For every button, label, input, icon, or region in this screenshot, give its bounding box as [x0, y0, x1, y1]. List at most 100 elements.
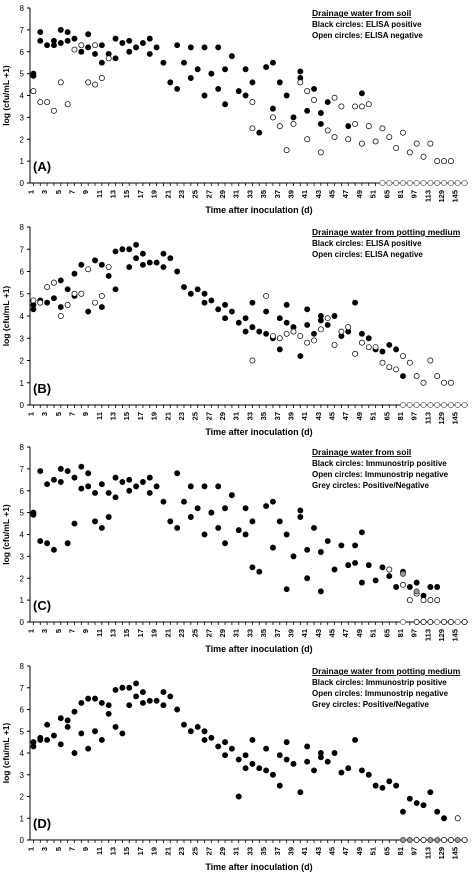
- x-tick-label: 97: [410, 412, 419, 420]
- data-point: [427, 180, 434, 186]
- x-tick-label: 145: [451, 629, 460, 642]
- data-point: [276, 346, 283, 353]
- data-point: [406, 402, 413, 408]
- panel-label: (A): [33, 159, 51, 174]
- data-point: [276, 123, 283, 130]
- data-point: [379, 359, 386, 366]
- legend-entry-negative: Open circles: Immunostrip negative: [312, 689, 449, 698]
- data-point: [338, 542, 345, 549]
- data-point: [222, 739, 228, 746]
- data-point: [297, 79, 304, 86]
- data-point: [420, 597, 427, 604]
- x-tick-label: 21: [163, 629, 172, 637]
- data-point: [78, 700, 85, 706]
- data-point: [112, 494, 119, 501]
- data-point: [413, 588, 420, 595]
- x-tick-label: 47: [341, 847, 350, 855]
- data-point: [358, 330, 365, 337]
- legend-title: Drainage water from soil: [312, 447, 411, 457]
- data-point: [352, 350, 359, 357]
- x-tick-label: 35: [259, 847, 268, 855]
- x-tick-label: 15: [122, 190, 131, 198]
- data-point: [71, 474, 78, 481]
- data-point: [406, 795, 413, 802]
- data-point: [187, 514, 194, 520]
- data-point: [454, 180, 461, 186]
- data-point: [92, 42, 98, 49]
- data-point: [174, 706, 181, 713]
- legend-entry-positive: Black circles: ELISA positive: [312, 239, 422, 248]
- data-point: [263, 330, 270, 337]
- legend-title: Drainage water from soil: [312, 8, 411, 18]
- data-point: [365, 123, 372, 130]
- data-point: [51, 42, 57, 49]
- data-point: [311, 524, 317, 531]
- data-point: [215, 85, 222, 92]
- data-point: [139, 689, 146, 696]
- data-point: [372, 577, 379, 584]
- x-tick-label: 11: [95, 190, 104, 198]
- data-point: [112, 35, 119, 42]
- x-tick-label: 7: [67, 847, 76, 851]
- data-point: [434, 402, 441, 408]
- data-point: [78, 48, 85, 55]
- data-point: [119, 730, 126, 737]
- data-point: [126, 476, 133, 483]
- data-point: [208, 509, 215, 516]
- data-point: [242, 92, 249, 99]
- data-point: [317, 110, 324, 116]
- data-point: [331, 313, 338, 319]
- data-point: [441, 379, 447, 386]
- x-tick-label: 1: [26, 412, 35, 416]
- data-point: [194, 286, 201, 293]
- data-point: [263, 745, 270, 752]
- x-tick-label: 23: [177, 190, 186, 198]
- x-tick-label: 13: [109, 629, 118, 637]
- data-point: [92, 257, 98, 264]
- panel-label: (C): [33, 598, 51, 613]
- data-point: [119, 246, 126, 253]
- data-point: [249, 760, 256, 767]
- data-point: [133, 255, 140, 262]
- x-tick-label: 49: [355, 412, 364, 420]
- x-tick-label: 45: [328, 412, 337, 420]
- legend-entry-mixed: Grey circles: Positive/Negative: [312, 481, 430, 490]
- x-tick-label: 3: [40, 629, 49, 633]
- data-point: [57, 79, 64, 86]
- data-point: [358, 339, 365, 346]
- data-point: [85, 266, 92, 273]
- x-tick-label: 25: [191, 412, 200, 420]
- x-tick-label: 23: [177, 629, 186, 637]
- data-point: [331, 341, 338, 348]
- y-tick-label: 0: [20, 401, 25, 410]
- data-point: [167, 693, 174, 700]
- x-tick-label: 31: [232, 629, 241, 637]
- data-point: [420, 619, 427, 625]
- x-tick-label: 45: [328, 847, 337, 855]
- x-tick-label: 39: [286, 847, 295, 855]
- data-point: [331, 94, 338, 101]
- x-tick-label: 5: [54, 190, 63, 194]
- data-point: [434, 373, 441, 380]
- y-tick-label: 4: [20, 312, 25, 321]
- data-point: [242, 328, 249, 335]
- data-point: [201, 483, 208, 490]
- y-tick-label: 3: [20, 334, 25, 343]
- x-tick-label: 23: [177, 412, 186, 420]
- data-point: [413, 402, 420, 408]
- x-tick-label: 3: [40, 190, 49, 194]
- data-point: [263, 64, 270, 71]
- data-point: [324, 321, 331, 328]
- y-tick-label: 2: [20, 793, 25, 802]
- y-tick-label: 8: [20, 443, 25, 452]
- data-point: [420, 837, 427, 843]
- data-point: [30, 72, 37, 79]
- panel-label: (D): [33, 816, 51, 831]
- x-axis-label: Time after inoculation (d): [205, 862, 312, 872]
- x-tick-label: 15: [122, 629, 131, 637]
- x-tick-label: 39: [286, 629, 295, 637]
- x-tick-label: 47: [341, 412, 350, 420]
- data-point: [112, 723, 119, 730]
- data-point: [379, 348, 386, 355]
